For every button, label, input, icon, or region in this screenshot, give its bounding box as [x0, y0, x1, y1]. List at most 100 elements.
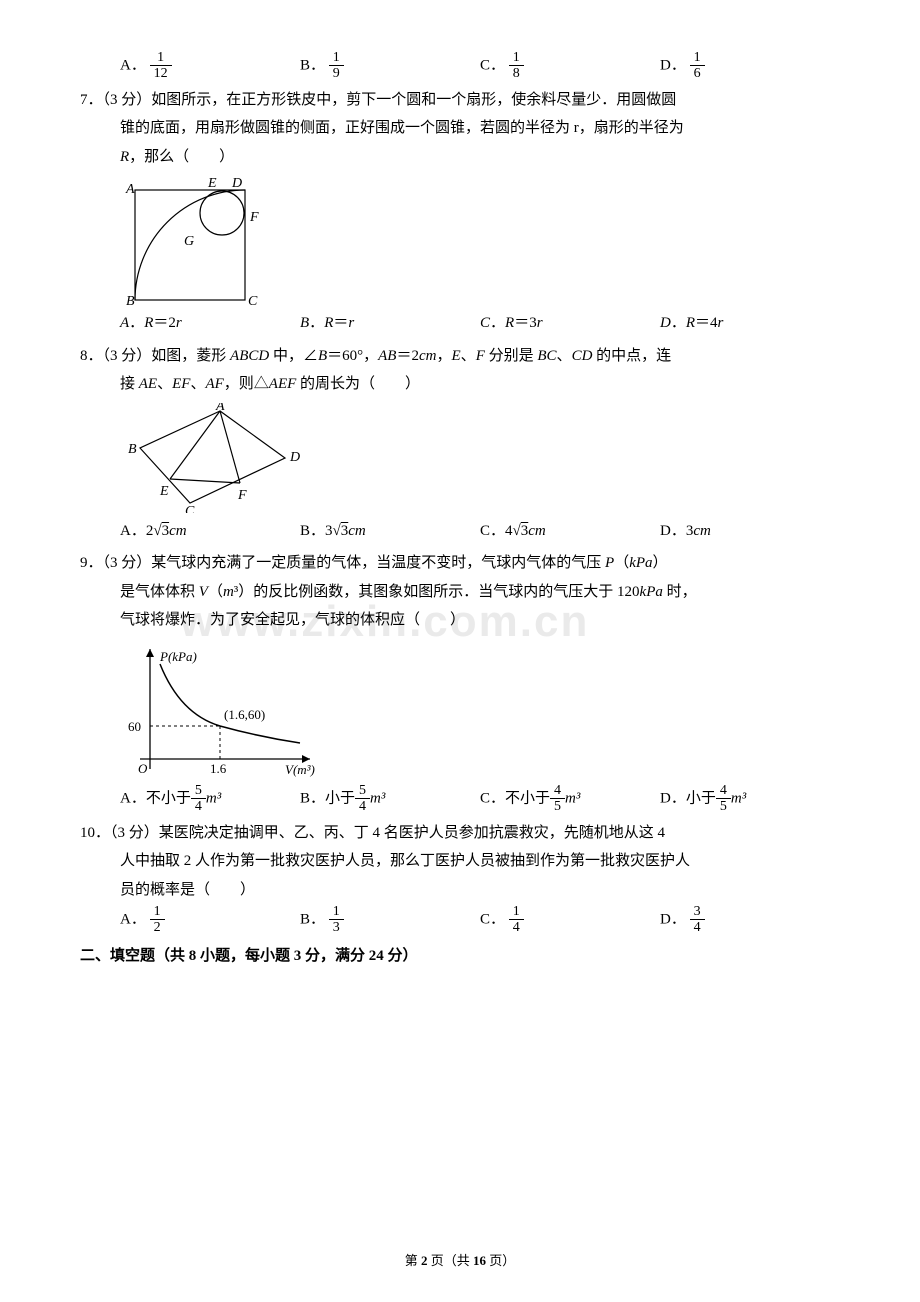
q10-options: A． 12 B． 13 C． 14 D． 34 [80, 904, 840, 936]
q7-num: 7．（3 分） [80, 92, 151, 108]
frac-num: 1 [150, 904, 165, 920]
svg-text:C: C [248, 294, 258, 305]
frac-num: 1 [329, 904, 344, 920]
svg-text:60: 60 [128, 719, 141, 734]
frac-num: 4 [716, 783, 731, 799]
svg-text:C: C [185, 504, 195, 513]
opt-c: C． 18 [480, 50, 660, 82]
opt-c: C． 14 [480, 904, 660, 936]
frac-num: 5 [191, 783, 206, 799]
footer-pre: 第 [405, 1253, 421, 1268]
svg-text:F: F [237, 488, 247, 503]
opt-prefix: 不小于 [146, 790, 191, 806]
opt-b: B． 19 [300, 50, 480, 82]
q8-figure: A B C D E F [120, 403, 320, 513]
footer-mid: 页（共 [427, 1253, 473, 1268]
opt-suffix: m³ [565, 790, 580, 806]
svg-text:(1.6,60): (1.6,60) [224, 707, 265, 722]
opt-d: D． 16 [660, 50, 840, 82]
frac-num: 4 [550, 783, 565, 799]
q9-options: A．不小于54m³ B．小于54m³ C．不小于45m³ D．小于45m³ [80, 783, 840, 815]
frac-den: 8 [509, 66, 524, 81]
q7: 7．（3 分）如图所示，在正方形铁皮中，剪下一个圆和一个扇形，使余料尽量少．用圆… [80, 86, 840, 115]
footer-post: 页） [486, 1253, 515, 1268]
q10-text2: 人中抽取 2 人作为第一批救灾医护人员，那么丁医护人员被抽到作为第一批救灾医护人 [80, 847, 840, 876]
opt-b: B．小于54m³ [300, 783, 480, 815]
q8-num: 8．（3 分） [80, 348, 151, 364]
q8-text2: 接 AE、EF、AF，则△AEF 的周长为（ ） [80, 370, 840, 399]
opt-d-label: D． [660, 57, 686, 73]
opt-c: C．R＝3r [480, 309, 660, 338]
frac-num: 1 [150, 50, 172, 66]
svg-text:1.6: 1.6 [210, 761, 227, 776]
opt-label: A． [120, 790, 146, 806]
q9: 9．（3 分）某气球内充满了一定质量的气体，当温度不变时，气球内气体的气压 P（… [80, 549, 840, 578]
svg-text:B: B [126, 294, 135, 305]
frac-den: 2 [150, 920, 165, 935]
opt-d: D． 34 [660, 904, 840, 936]
opt-label: D． [660, 790, 686, 806]
svg-text:P(kPa): P(kPa) [159, 649, 197, 664]
q7-text3: R，那么（ ） [80, 143, 840, 172]
q9-num: 9．（3 分） [80, 555, 151, 571]
opt-label: B． [300, 911, 325, 927]
footer-total: 16 [473, 1253, 486, 1268]
q10-num: 10．（3 分） [80, 825, 159, 841]
svg-text:A: A [215, 403, 225, 414]
svg-text:V(m³): V(m³) [285, 762, 315, 777]
opt-a: A． 12 [120, 904, 300, 936]
opt-b-label: B． [300, 57, 325, 73]
opt-b: B． 13 [300, 904, 480, 936]
q7-figure: A E D F G B C [120, 175, 270, 305]
q10-text3: 员的概率是（ ） [80, 876, 840, 905]
opt-a: A．R＝2r [120, 309, 300, 338]
frac-den: 12 [150, 66, 172, 81]
svg-text:D: D [289, 450, 300, 465]
frac-den: 9 [329, 66, 344, 81]
q7-text1: 如图所示，在正方形铁皮中，剪下一个圆和一个扇形，使余料尽量少．用圆做圆 [151, 92, 676, 108]
opt-c: C．4√3cm [480, 517, 660, 546]
q10: 10．（3 分）某医院决定抽调甲、乙、丙、丁 4 名医护人员参加抗震救灾，先随机… [80, 819, 840, 848]
opt-suffix: m³ [206, 790, 221, 806]
frac-num: 1 [509, 904, 524, 920]
svg-text:E: E [207, 176, 217, 191]
frac-den: 4 [690, 920, 705, 935]
opt-suffix: m³ [731, 790, 746, 806]
q6-options: A． 112 B． 19 C． 18 D． 16 [80, 50, 840, 82]
opt-c: C．不小于45m³ [480, 783, 660, 815]
frac-num: 1 [329, 50, 344, 66]
svg-text:E: E [159, 484, 169, 499]
opt-prefix: 小于 [325, 790, 355, 806]
opt-label: A． [120, 911, 146, 927]
frac-den: 6 [690, 66, 705, 81]
q10-text1: 某医院决定抽调甲、乙、丙、丁 4 名医护人员参加抗震救灾，先随机地从这 4 [159, 825, 665, 841]
opt-c-label: C． [480, 57, 505, 73]
q7-text2: 锥的底面，用扇形做圆锥的侧面，正好围成一个圆锥，若圆的半径为 r，扇形的半径为 [80, 114, 840, 143]
opt-suffix: m³ [370, 790, 385, 806]
opt-label: B． [300, 790, 325, 806]
frac-den: 3 [329, 920, 344, 935]
page-footer: 第 2 页（共 16 页） [0, 1249, 920, 1274]
svg-text:D: D [231, 176, 242, 191]
frac-num: 1 [509, 50, 524, 66]
opt-d: D．R＝4r [660, 309, 840, 338]
frac-num: 1 [690, 50, 705, 66]
opt-a: A．不小于54m³ [120, 783, 300, 815]
q9-text3: 气球将爆炸．为了安全起见，气球的体积应（ ） [80, 606, 840, 635]
opt-label: C． [480, 790, 505, 806]
section-2-title: 二、填空题（共 8 小题，每小题 3 分，满分 24 分） [80, 942, 840, 971]
opt-a: A．2√3cm [120, 517, 300, 546]
opt-prefix: 不小于 [505, 790, 550, 806]
svg-text:B: B [128, 442, 137, 457]
opt-d: D．小于45m³ [660, 783, 840, 815]
opt-a-label: A． [120, 57, 146, 73]
opt-prefix: 小于 [686, 790, 716, 806]
frac-den: 5 [716, 799, 731, 814]
q9-figure: P(kPa) V(m³) 60 1.6 O (1.6,60) [120, 639, 330, 779]
opt-d: D．3cm [660, 517, 840, 546]
opt-a: A． 112 [120, 50, 300, 82]
frac-den: 4 [191, 799, 206, 814]
svg-text:O: O [138, 761, 148, 776]
svg-text:G: G [184, 234, 194, 249]
opt-b: B．R＝r [300, 309, 480, 338]
